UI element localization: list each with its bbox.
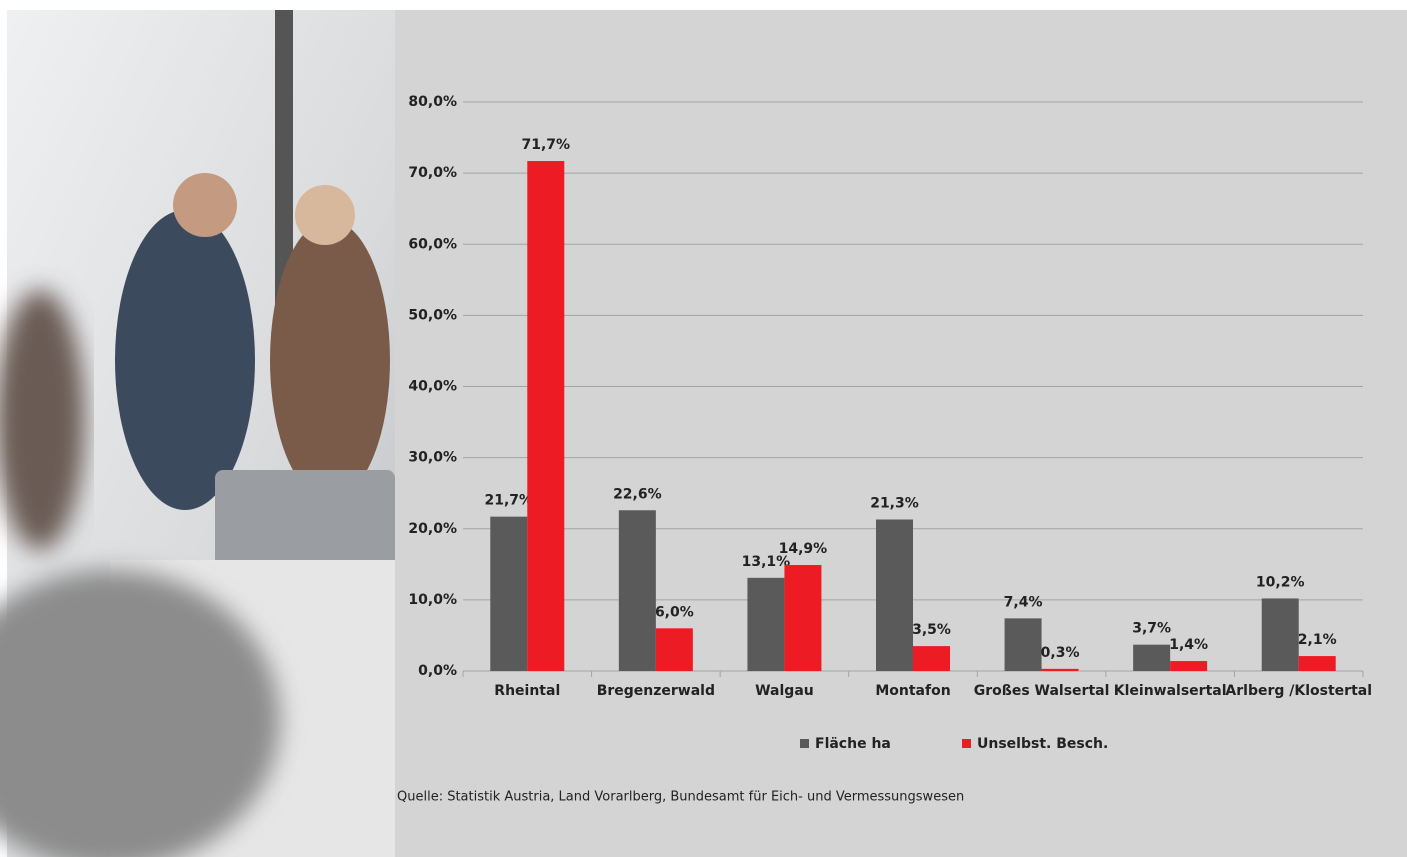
y-tick-label: 20,0% — [408, 521, 457, 537]
value-label: 3,5% — [912, 622, 951, 638]
value-label: 0,3% — [1041, 645, 1080, 661]
y-tick-label: 60,0% — [408, 236, 457, 252]
page: Quelle: Statistik Austria, Land Vorarlbe… — [0, 0, 1407, 857]
value-label: 21,3% — [870, 496, 919, 512]
bar — [1262, 598, 1299, 671]
y-tick-label: 40,0% — [408, 379, 457, 395]
bar — [913, 646, 950, 671]
x-tick-label: Bregenzerwald — [597, 683, 715, 699]
x-tick-label: Kleinwalsertal — [1114, 683, 1227, 699]
value-label: 2,1% — [1298, 632, 1337, 648]
value-label: 3,7% — [1132, 621, 1171, 637]
value-label: 71,7% — [521, 137, 570, 153]
bar — [1042, 669, 1079, 671]
bar — [527, 161, 564, 671]
bar — [619, 510, 656, 671]
value-label: 21,7% — [484, 493, 533, 509]
x-tick-label: Großes Walsertal — [974, 683, 1110, 699]
bar — [1005, 618, 1042, 671]
legend-label: Fläche ha — [815, 736, 891, 752]
legend-label: Unselbst. Besch. — [977, 736, 1108, 752]
y-tick-label: 30,0% — [408, 450, 457, 466]
x-tick-label: Montafon — [875, 683, 950, 699]
y-tick-label: 80,0% — [408, 94, 457, 110]
x-tick-label: Rheintal — [494, 683, 560, 699]
source: Quelle: Statistik Austria, Land Vorarlbe… — [397, 790, 964, 805]
photo — [0, 10, 395, 857]
bar — [747, 578, 784, 671]
bar — [1299, 656, 1336, 671]
value-label: 22,6% — [613, 486, 662, 502]
bar — [784, 565, 821, 671]
value-label: 6,0% — [655, 604, 694, 620]
legend-swatch — [800, 739, 809, 748]
value-label: 7,4% — [1004, 594, 1043, 610]
y-tick-label: 70,0% — [408, 165, 457, 181]
y-tick-label: 10,0% — [408, 592, 457, 608]
value-label: 1,4% — [1169, 637, 1208, 653]
value-label: 14,9% — [779, 541, 828, 557]
y-tick-label: 0,0% — [418, 663, 457, 679]
legend-swatch — [962, 739, 971, 748]
bar — [490, 517, 527, 671]
bar — [656, 628, 693, 671]
value-label: 10,2% — [1256, 574, 1305, 590]
bar — [1133, 645, 1170, 671]
bar — [1170, 661, 1207, 671]
bar — [876, 520, 913, 671]
x-tick-label: Arlberg /Klostertal — [1225, 683, 1372, 699]
y-tick-label: 50,0% — [408, 307, 457, 323]
x-tick-label: Walgau — [755, 683, 814, 699]
chart: Quelle: Statistik Austria, Land Vorarlbe… — [0, 0, 1407, 857]
